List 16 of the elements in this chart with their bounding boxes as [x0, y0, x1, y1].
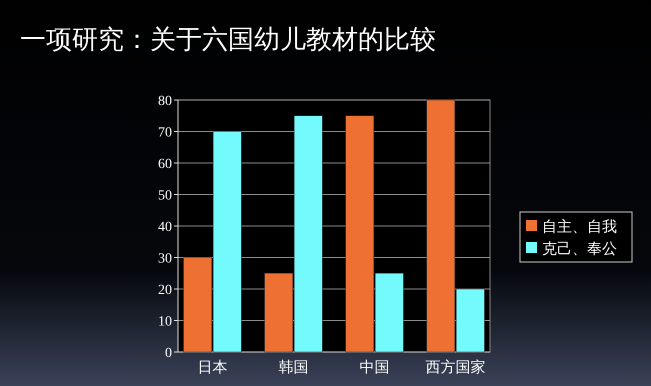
y-tick-label: 50 — [158, 188, 172, 204]
chart-title: 一项研究：关于六国幼儿教材的比较 — [20, 25, 436, 54]
y-tick-label: 20 — [158, 282, 172, 298]
x-tick-label: 日本 — [197, 359, 228, 376]
legend-label: 自主、自我 — [542, 218, 617, 236]
y-tick-label: 60 — [158, 156, 172, 172]
y-tick-label: 10 — [158, 314, 172, 330]
y-tick-label: 40 — [158, 220, 172, 235]
y-tick-label: 30 — [158, 251, 172, 266]
x-tick-label: 韩国 — [278, 359, 308, 376]
x-tick-label: 中国 — [360, 359, 390, 376]
y-tick-label: 0 — [165, 346, 172, 361]
legend-label: 克己、奉公 — [542, 240, 617, 258]
x-tick-label: 西方国家 — [426, 359, 486, 376]
y-tick-label: 80 — [158, 94, 172, 109]
y-tick-label: 70 — [158, 125, 172, 140]
